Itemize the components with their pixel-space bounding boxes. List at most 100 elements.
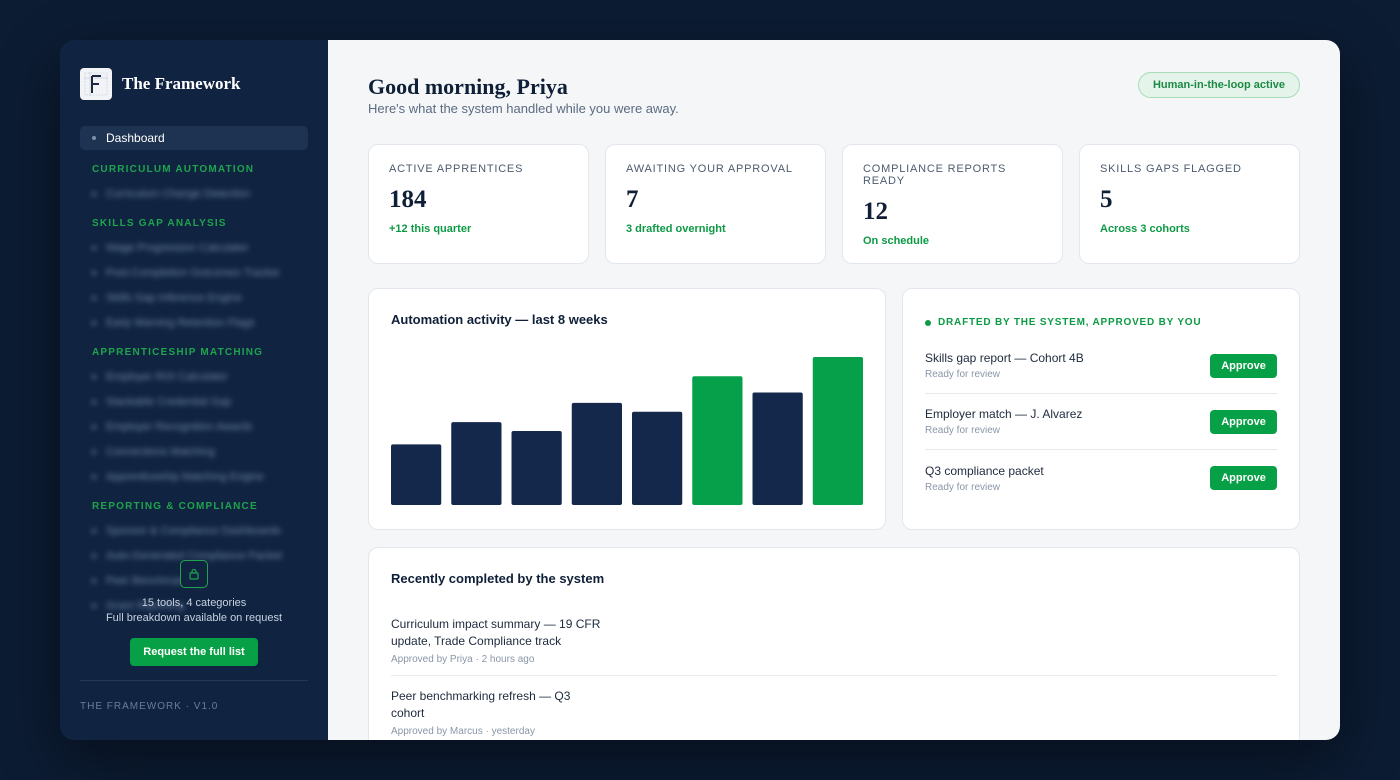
stat-card-active-apprentices[interactable]: ACTIVE APPRENTICES 184 +12 this quarter bbox=[368, 144, 589, 264]
approval-title: Employer match — J. Alvarez bbox=[925, 407, 1083, 421]
bullet-icon bbox=[92, 270, 96, 275]
chart-bar bbox=[571, 402, 622, 505]
sidebar-section-items: Wage Progression Calculator Post-Completi… bbox=[80, 235, 308, 335]
approval-list: Skills gap report — Cohort 4B Ready for … bbox=[925, 338, 1277, 506]
stat-value: 184 bbox=[389, 186, 427, 213]
sidebar-section-items: Sponsor & Compliance Dashboards Auto-Gene… bbox=[80, 518, 308, 618]
bullet-icon bbox=[92, 374, 96, 379]
bullet-icon bbox=[92, 136, 96, 140]
stat-value: 7 bbox=[626, 186, 639, 213]
sidebar-section-items: Employer ROI Calculator Stackable Credent… bbox=[80, 364, 308, 489]
stat-card-skills-gaps[interactable]: SKILLS GAPS FLAGGED 5 Across 3 cohorts bbox=[1079, 144, 1300, 264]
bullet-icon bbox=[92, 474, 96, 479]
list-item[interactable]: Peer benchmarking refresh — Q3 cohort Ap… bbox=[391, 676, 1277, 740]
approve-button[interactable]: Approve bbox=[1210, 409, 1277, 434]
sidebar-item[interactable]: Peer Benchmarking bbox=[80, 568, 308, 593]
chart-title: Automation activity — last 8 weeks bbox=[391, 312, 608, 327]
sidebar-item-label: Dashboard bbox=[106, 131, 165, 145]
stat-label: COMPLIANCE REPORTS READY bbox=[863, 163, 1007, 187]
brand[interactable]: The Framework bbox=[80, 68, 308, 100]
approvals-header-label: DRAFTED BY THE SYSTEM, APPROVED BY YOU bbox=[938, 317, 1202, 328]
stat-trend: +12 this quarter bbox=[389, 223, 472, 235]
sidebar-item-label: Early Warning Retention Flags bbox=[106, 316, 255, 329]
stat-label: ACTIVE APPRENTICES bbox=[389, 163, 524, 175]
stat-value: 12 bbox=[863, 198, 888, 225]
sidebar-section-title: REPORTING & COMPLIANCE bbox=[92, 501, 258, 512]
sidebar-item-label: Stackable Credential Gap bbox=[106, 395, 232, 408]
approval-item: Q3 compliance packet Ready for review Ap… bbox=[925, 450, 1277, 506]
stat-trend: Across 3 cohorts bbox=[1100, 223, 1190, 235]
sidebar-item[interactable]: Auto-Generated Compliance Packet bbox=[80, 543, 308, 568]
lock-icon bbox=[180, 560, 208, 588]
bullet-icon bbox=[92, 424, 96, 429]
app-name: The Framework bbox=[122, 74, 241, 93]
sidebar-item[interactable]: Curriculum Change Detection bbox=[80, 181, 308, 206]
sidebar-item-label: Curriculum Change Detection bbox=[106, 187, 251, 200]
sidebar-item[interactable]: Post-Completion Outcomes Tracker bbox=[80, 260, 308, 285]
approval-title: Q3 compliance packet bbox=[925, 463, 1044, 478]
sidebar-item-label: Auto-Generated Compliance Packet bbox=[106, 549, 283, 562]
approval-status: Ready for review bbox=[925, 481, 1001, 493]
bullet-icon bbox=[92, 320, 96, 325]
sidebar-item[interactable]: Employer ROI Calculator bbox=[80, 364, 308, 389]
stat-card-compliance-reports[interactable]: COMPLIANCE REPORTS READY 12 On schedule bbox=[842, 144, 1063, 264]
sidebar-item[interactable]: Connections Matching bbox=[80, 439, 308, 464]
chart-bar bbox=[451, 422, 502, 505]
sidebar-item[interactable]: Employer Recognition Awards bbox=[80, 414, 308, 439]
sidebar-item[interactable]: Apprenticeship Matching Engine bbox=[80, 464, 308, 489]
bullet-icon bbox=[92, 603, 96, 608]
sidebar-item-label: Peer Benchmarking bbox=[106, 574, 203, 587]
sidebar-footer: THE FRAMEWORK · V1.0 bbox=[80, 680, 308, 712]
approval-item: Employer match — J. Alvarez Ready for re… bbox=[925, 394, 1277, 450]
main-content: Good morning, Priya Here's what the syst… bbox=[328, 40, 1340, 740]
bullet-icon bbox=[92, 449, 96, 454]
stats-row: ACTIVE APPRENTICES 184 +12 this quarter … bbox=[368, 144, 1300, 264]
locked-tools-count: 15 tools, 4 categories bbox=[141, 597, 247, 609]
stat-card-awaiting-approval[interactable]: AWAITING YOUR APPROVAL 7 3 drafted overn… bbox=[605, 144, 826, 264]
stat-trend: On schedule bbox=[863, 235, 930, 247]
chart-bar bbox=[391, 444, 442, 505]
status-dot-icon bbox=[925, 319, 931, 326]
approval-status: Ready for review bbox=[925, 425, 1001, 436]
sidebar-item[interactable]: Stackable Credential Gap bbox=[80, 389, 308, 414]
approve-button[interactable]: Approve bbox=[1210, 353, 1277, 378]
request-full-list-button[interactable]: Request the full list bbox=[130, 638, 258, 666]
sidebar-item[interactable]: Wage Progression Calculator bbox=[80, 235, 308, 260]
sidebar-item-label: Grant Reporting bbox=[106, 599, 185, 612]
stat-label: AWAITING YOUR APPROVAL bbox=[626, 163, 793, 175]
recently-completed-card: Recently completed by the system Curricu… bbox=[368, 547, 1300, 740]
sidebar-item-label: Employer ROI Calculator bbox=[106, 370, 228, 383]
sidebar-item-label: Employer Recognition Awards bbox=[106, 420, 253, 433]
chart-bar bbox=[812, 357, 863, 505]
stat-label: SKILLS GAPS FLAGGED bbox=[1100, 163, 1242, 175]
sidebar-item-label: Wage Progression Calculator bbox=[106, 241, 249, 254]
status-badge: Human-in-the-loop active bbox=[1137, 72, 1300, 98]
sidebar-item-dashboard[interactable]: Dashboard bbox=[80, 126, 308, 150]
recent-list: Curriculum impact summary — 19 CFR updat… bbox=[391, 610, 1277, 740]
sidebar-item[interactable]: Grant Reporting bbox=[80, 593, 308, 618]
bullet-icon bbox=[92, 245, 96, 250]
recent-item-meta: Approved by Priya · 2 hours ago bbox=[391, 654, 535, 665]
bullet-icon bbox=[92, 295, 96, 300]
page-subtitle: Here's what the system handled while you… bbox=[368, 101, 679, 116]
sidebar-section-title: SKILLS GAP ANALYSIS bbox=[92, 218, 227, 229]
recent-title: Recently completed by the system bbox=[391, 571, 605, 586]
sidebar: The Framework Dashboard CURRICULUM AUTOM… bbox=[60, 40, 328, 740]
chart-bar bbox=[632, 411, 683, 505]
sidebar-section-title: APPRENTICESHIP MATCHING bbox=[92, 347, 264, 358]
recent-item-title: Curriculum impact summary — 19 CFR updat… bbox=[391, 617, 601, 648]
chart-bar bbox=[752, 392, 803, 505]
approval-title: Skills gap report — Cohort 4B bbox=[925, 351, 1084, 365]
automation-activity-card: Automation activity — last 8 weeks bbox=[368, 288, 886, 530]
bullet-icon bbox=[92, 553, 96, 558]
sidebar-item[interactable]: Skills Gap Inference Engine bbox=[80, 285, 308, 310]
sidebar-item[interactable]: Sponsor & Compliance Dashboards bbox=[80, 518, 308, 543]
recent-item-title: Peer benchmarking refresh — Q3 cohort bbox=[391, 689, 571, 720]
page-title: Good morning, Priya bbox=[368, 74, 568, 99]
approve-button[interactable]: Approve bbox=[1210, 466, 1277, 490]
framework-logo-icon bbox=[80, 68, 112, 100]
bullet-icon bbox=[92, 399, 96, 404]
list-item[interactable]: Curriculum impact summary — 19 CFR updat… bbox=[391, 610, 1277, 676]
sidebar-item[interactable]: Early Warning Retention Flags bbox=[80, 310, 308, 335]
bullet-icon bbox=[92, 191, 96, 196]
